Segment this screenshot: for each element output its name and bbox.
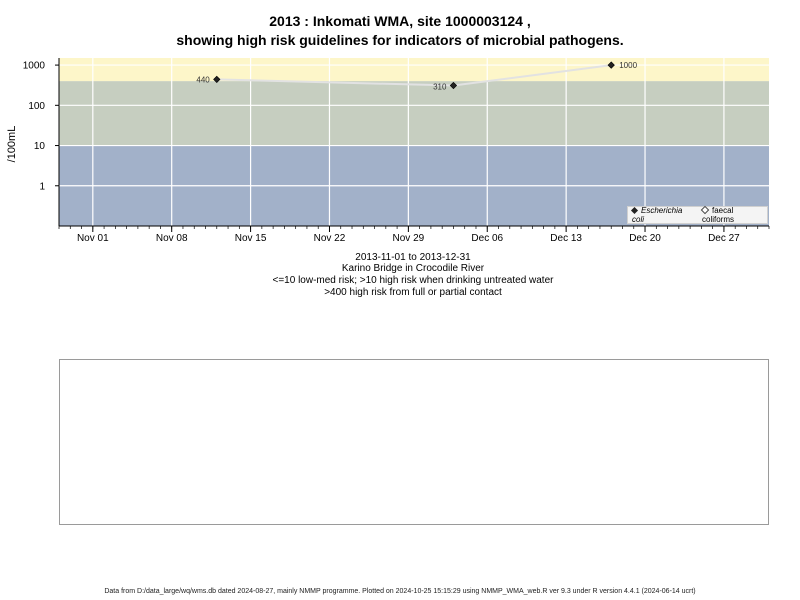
- empty-plot-panel: [59, 359, 769, 525]
- risk-band-1: [59, 81, 769, 146]
- footer-note: Data from D:/data_large/wq/wms.db dated …: [104, 588, 696, 595]
- x-tick-label-4: Nov 29: [393, 233, 425, 244]
- legend-item-ecoli: Escherichia coli: [630, 206, 696, 224]
- x-tick-label-7: Dec 20: [629, 233, 661, 244]
- x-tick-label-0: Nov 01: [77, 233, 109, 244]
- x-axis-label-guideline-low: <=10 low-med risk; >10 high risk when dr…: [272, 275, 554, 286]
- risk-band-2: [59, 58, 769, 82]
- x-tick-label-8: Dec 27: [708, 233, 740, 244]
- legend-label-faecal: faecal coliforms: [702, 206, 735, 224]
- x-axis-label-guideline-high: >400 high risk from full or partial cont…: [324, 287, 502, 298]
- open-diamond-icon: [700, 205, 710, 215]
- data-label-0-1: 310: [433, 83, 447, 92]
- data-point-0-1: [449, 81, 458, 90]
- chart-title: 2013 : Inkomati WMA, site 1000003124 ,: [269, 13, 531, 29]
- data-point-0-0: [213, 75, 221, 84]
- legend-item-faecal: faecal coliforms: [700, 205, 767, 224]
- data-point-0-2: [607, 61, 615, 69]
- x-tick-label-5: Dec 06: [471, 233, 503, 244]
- x-tick-label-1: Nov 08: [156, 233, 188, 244]
- y-tick-label-3: 1000: [23, 61, 46, 72]
- y-tick-label-2: 100: [28, 101, 45, 112]
- x-tick-label-6: Dec 13: [550, 233, 582, 244]
- data-label-0-2: 1000: [619, 61, 637, 70]
- y-tick-label-0: 1: [39, 181, 45, 192]
- chart-subtitle: showing high risk guidelines for indicat…: [176, 32, 624, 48]
- legend-label-ecoli: Escherichia coli: [632, 206, 683, 224]
- x-axis-label-site: Karino Bridge in Crocodile River: [341, 263, 485, 274]
- x-tick-label-3: Nov 22: [314, 233, 346, 244]
- y-tick-label-1: 10: [34, 141, 46, 152]
- x-axis-label-range: 2013-11-01 to 2013-12-31: [355, 252, 471, 263]
- chart-legend: Escherichia coli faecal coliforms: [627, 205, 768, 224]
- filled-diamond-icon: [630, 206, 639, 215]
- x-tick-label-2: Nov 15: [235, 233, 267, 244]
- data-label-0-0: 440: [196, 75, 210, 84]
